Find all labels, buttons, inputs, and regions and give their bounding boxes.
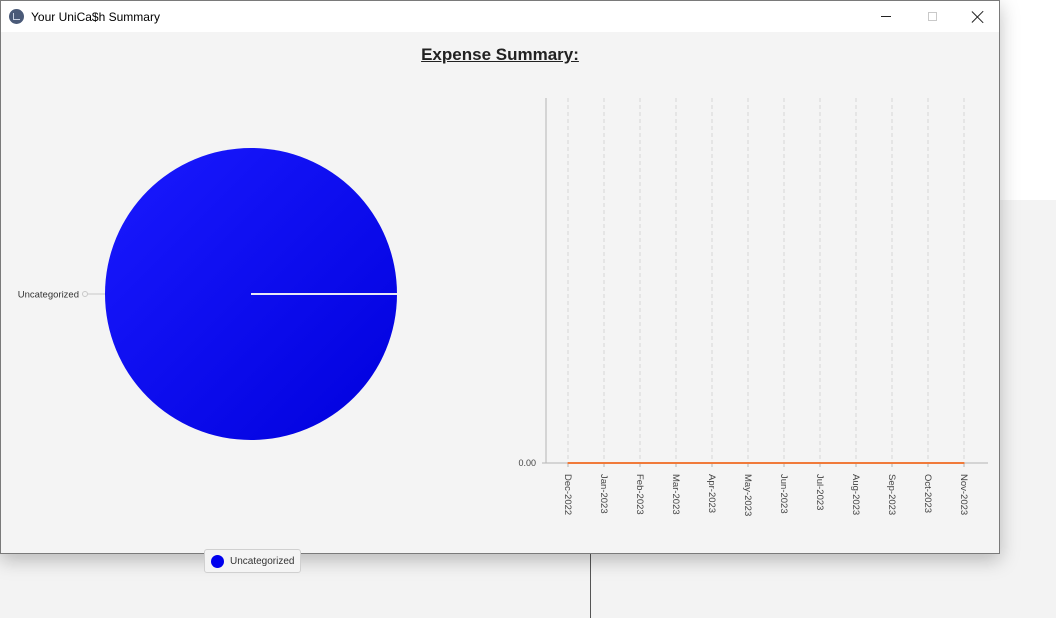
data-point [963, 462, 965, 464]
minimize-icon [881, 16, 891, 17]
pie-legend: Uncategorized [204, 549, 302, 573]
legend-swatch [211, 554, 224, 568]
x-tick-label: Mar-2023 [670, 474, 681, 515]
data-point [711, 462, 713, 464]
window-title: Your UniCa$h Summary [31, 10, 160, 24]
close-button[interactable] [955, 1, 1001, 32]
x-tick-label: Jan-2023 [598, 474, 609, 514]
data-point [603, 462, 605, 464]
x-tick-label: May-2023 [742, 474, 753, 516]
page-title: Expense Summary: [421, 45, 579, 64]
x-tick-label: Apr-2023 [706, 474, 717, 513]
data-point [567, 462, 569, 464]
x-tick-label: Jun-2023 [778, 474, 789, 514]
pie-slice-label: Uncategorized [18, 290, 79, 301]
data-point [927, 462, 929, 464]
legend-label: Uncategorized [230, 555, 295, 567]
minimize-button[interactable] [863, 1, 909, 32]
data-point [675, 462, 677, 464]
x-tick-label: Jul-2023 [814, 474, 825, 510]
data-point [639, 462, 641, 464]
pie-label-marker [82, 291, 88, 297]
x-tick-label: Nov-2023 [958, 474, 969, 515]
data-point [819, 462, 821, 464]
summary-window: Your UniCa$h Summary Expense Summary: Un… [0, 0, 1000, 554]
maximize-icon [927, 12, 937, 21]
x-tick-label: Sep-2023 [886, 474, 897, 515]
data-point [783, 462, 785, 464]
y-tick-label: 0.00 [518, 458, 536, 468]
data-point [855, 462, 857, 464]
close-icon [972, 11, 984, 23]
data-point [747, 462, 749, 464]
x-tick-label: Aug-2023 [850, 474, 861, 515]
maximize-button[interactable] [909, 1, 955, 32]
app-icon [9, 9, 24, 24]
data-point [891, 462, 893, 464]
x-tick-label: Feb-2023 [634, 474, 645, 515]
x-tick-label: Oct-2023 [922, 474, 933, 513]
x-tick-label: Dec-2022 [562, 474, 573, 515]
line-chart: 0.00 Dec-2022 Jan-2023 Feb-2023 Mar-2023 Apr-… [518, 98, 988, 516]
pie-chart-svg: Uncategorized [18, 148, 397, 440]
pie-chart: Uncategorized Uncategorized [1, 32, 521, 573]
title-bar[interactable]: Your UniCa$h Summary [1, 1, 999, 32]
